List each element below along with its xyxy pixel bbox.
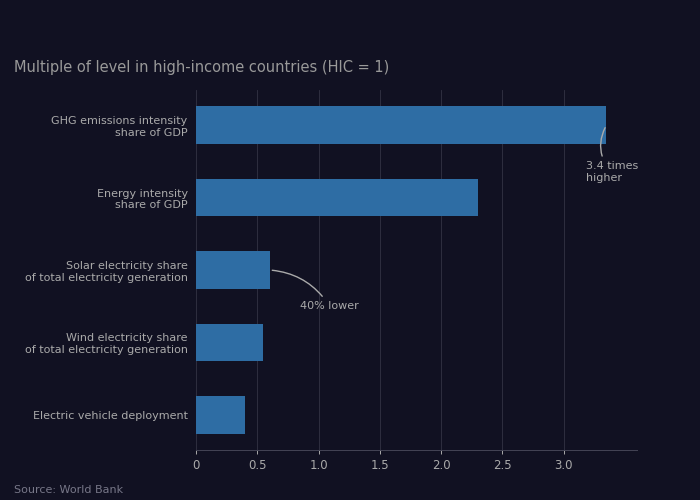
Text: Multiple of level in high-income countries (HIC = 1): Multiple of level in high-income countri… <box>14 60 389 75</box>
Text: 40% lower: 40% lower <box>272 270 359 311</box>
Bar <box>196 251 270 289</box>
Bar <box>196 179 477 216</box>
Bar <box>196 396 245 434</box>
Text: Source: World Bank: Source: World Bank <box>14 485 123 495</box>
Bar <box>196 324 263 361</box>
Text: 3.4 times
higher: 3.4 times higher <box>586 128 638 183</box>
Bar <box>196 106 606 144</box>
